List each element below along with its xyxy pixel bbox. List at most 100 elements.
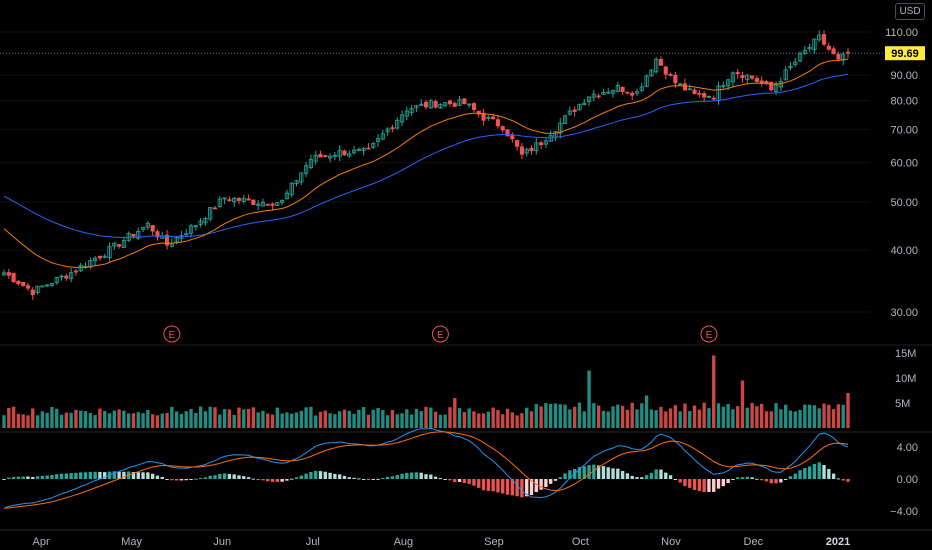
currency-button[interactable]: USD [895, 3, 925, 20]
volume-bar [390, 410, 395, 428]
candle [654, 58, 659, 73]
volume-bar [83, 411, 88, 428]
volume-bar [409, 414, 414, 428]
macd-histogram-bar [616, 468, 620, 479]
volume-bar [745, 407, 749, 428]
macd-histogram-bar [136, 472, 140, 479]
volume-bar [659, 406, 663, 428]
macd-histogram-bar [198, 477, 203, 479]
earnings-marker[interactable] [163, 325, 181, 343]
macd-histogram-bar [807, 466, 812, 479]
candle [241, 198, 246, 202]
macd-histogram-bar [424, 474, 428, 479]
candle [280, 200, 285, 203]
volume-bar [45, 412, 49, 428]
macd-histogram-bar [697, 479, 702, 492]
candle [342, 150, 347, 156]
candle [184, 233, 189, 236]
volume-bar [539, 406, 543, 428]
volume-bar [534, 404, 538, 428]
candle [1, 272, 7, 276]
volume-bar [165, 413, 169, 428]
macd-tick-label: 0.00 [897, 474, 918, 486]
volume-bar [568, 409, 572, 428]
candle [438, 103, 443, 109]
earnings-marker[interactable] [700, 325, 718, 343]
candle [682, 83, 688, 91]
macd-histogram-bar [261, 479, 265, 481]
earnings-marker[interactable] [431, 325, 449, 343]
macd-histogram-bar [640, 477, 644, 479]
macd-histogram-bar [266, 479, 270, 482]
macd-histogram-bar [16, 476, 21, 479]
candle [433, 101, 438, 108]
macd-histogram-bar [141, 472, 145, 479]
macd-histogram-bar [213, 475, 217, 479]
volume-bar [366, 414, 371, 428]
candle [783, 69, 788, 81]
volume-bar [150, 414, 155, 428]
volume-bar [419, 411, 423, 428]
volume-bar [664, 411, 668, 428]
volume-bar [174, 411, 179, 428]
price-tick-label: 60.00 [890, 158, 918, 170]
candle [534, 142, 539, 152]
candle [155, 231, 160, 238]
earnings-marker-label: E [169, 330, 176, 341]
volume-bar [779, 409, 783, 428]
time-axis-label: Oct [572, 536, 589, 548]
volume-bar [213, 407, 217, 428]
volume-tick-label: 10M [895, 373, 916, 385]
macd-histogram-bar [769, 479, 773, 484]
candle [117, 244, 122, 247]
candle [188, 225, 194, 234]
candle [500, 126, 505, 131]
volume-bar [433, 411, 438, 428]
macd-histogram-bar [227, 473, 232, 479]
candle [764, 81, 769, 85]
candle [495, 119, 501, 127]
candle [198, 220, 203, 225]
macd-histogram-bar [381, 477, 385, 479]
volume-bar [275, 407, 280, 428]
candle [668, 73, 673, 76]
volume-bar [563, 404, 567, 428]
price-tick-label: 110.00 [885, 27, 918, 39]
volume-bar [146, 409, 150, 428]
volume-bar [807, 404, 812, 428]
volume-bar [385, 415, 390, 428]
candle [409, 108, 414, 114]
price-pane [0, 30, 885, 300]
macd-histogram-bar [577, 467, 582, 479]
macd-histogram-bar [256, 479, 260, 480]
volume-bar [721, 406, 725, 428]
macd-histogram-bar [721, 479, 725, 487]
volume-bar [520, 413, 524, 428]
volume-bar [577, 402, 582, 428]
macd-histogram-bar [419, 472, 423, 479]
volume-bar [2, 415, 6, 428]
candle [275, 202, 280, 206]
volume-bar [769, 411, 773, 428]
macd-histogram-bar [150, 473, 155, 479]
volume-bar [342, 409, 347, 428]
volume-bar [635, 409, 639, 428]
volume-bar [160, 413, 164, 428]
candle [812, 38, 817, 51]
volume-bar [103, 411, 107, 428]
macd-histogram-bar [385, 476, 390, 479]
macd-pane [2, 427, 850, 509]
volume-bar [69, 412, 73, 428]
volume-bar [616, 404, 620, 428]
candle [821, 34, 827, 45]
candle [793, 61, 798, 66]
price-tick-label: 30.00 [890, 307, 918, 319]
candle [687, 88, 692, 91]
macd-histogram-bar [218, 473, 222, 479]
volume-bar [21, 414, 25, 428]
last-price-label-bg [885, 46, 925, 61]
candle [711, 97, 716, 100]
candle [246, 198, 251, 201]
